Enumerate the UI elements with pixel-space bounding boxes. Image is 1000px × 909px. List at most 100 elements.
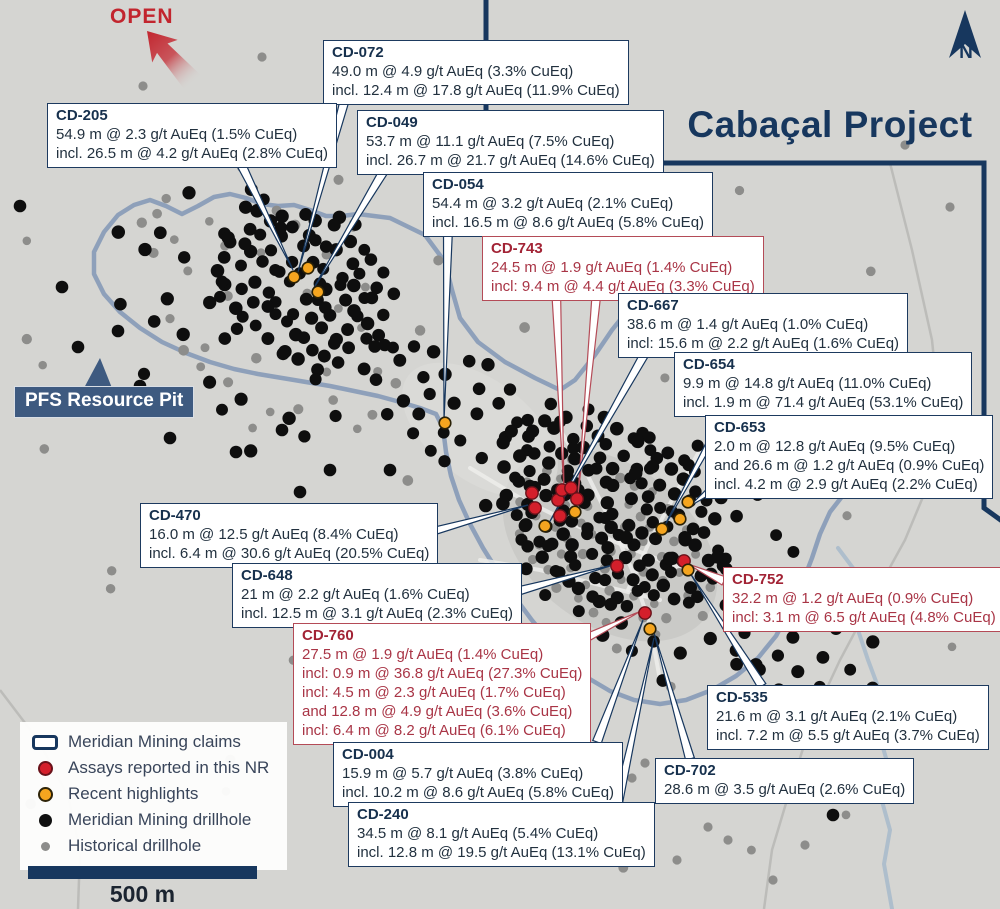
callout-assay-line: and 12.8 m @ 4.9 g/t AuEq (3.6% CuEq) (302, 703, 573, 720)
meridian-drillhole-dot (215, 275, 229, 288)
meridian-drillhole-dot (358, 243, 371, 256)
meridian-drillhole-dot (230, 322, 244, 335)
callout-assay-line: 9.9 m @ 14.8 g/t AuEq (11.0% CuEq) (683, 375, 932, 392)
callout-assay-line: 49.0 m @ 4.9 g/t AuEq (3.3% CuEq) (332, 63, 574, 80)
meridian-drillhole-dot (111, 324, 125, 338)
callout-assay-line: 28.6 m @ 3.5 g/t AuEq (2.6% CuEq) (664, 781, 906, 798)
decorations-layer (84, 10, 981, 388)
meridian-drillhole-dot (305, 311, 319, 325)
callout-title: CD-667 (627, 297, 679, 314)
meridian-drillhole-dot (423, 387, 436, 401)
callout-assay-line: 21.6 m @ 3.1 g/t AuEq (2.1% CuEq) (716, 708, 958, 725)
meridian-drillhole-dot (407, 340, 421, 353)
meridian-claims-boundary (483, 0, 1000, 523)
meridian-drillhole-dot (561, 464, 575, 477)
meridian-drillhole-dot (589, 571, 602, 585)
assay-reported-dot (553, 509, 567, 523)
meridian-drillhole-dot (291, 352, 305, 366)
meridian-drillhole-dot (569, 559, 582, 572)
callout-assay-line: 32.2 m @ 1.2 g/t AuEq (0.9% CuEq) (732, 590, 974, 607)
historical-drillhole-dot (390, 378, 402, 389)
pfs-resource-pit-label: PFS Resource Pit (14, 386, 195, 418)
meridian-drillhole-dot (688, 538, 702, 552)
assay-reported-dot (610, 559, 624, 573)
meridian-drillhole-dot (617, 449, 630, 463)
historical-drillhole-dot (105, 583, 116, 594)
meridian-drillhole-dot (315, 321, 329, 335)
meridian-drillhole-dot (438, 455, 451, 468)
meridian-drillhole-dot (504, 424, 518, 438)
meridian-drillhole-dot (13, 199, 27, 213)
meridian-drillhole-dot (695, 505, 708, 518)
meridian-drillhole-dot (622, 518, 636, 532)
historical-drillhole-dot (200, 343, 210, 353)
recent-highlight-dot (681, 563, 695, 577)
recent-highlight-dot (655, 522, 669, 536)
meridian-drillhole-dot (509, 471, 522, 484)
meridian-drillhole-dot (297, 331, 311, 345)
meridian-drillhole-dot (229, 301, 243, 315)
meridian-drillhole-dot (111, 225, 126, 239)
meridian-drillhole-dot (528, 447, 541, 460)
callout-title: CD-049 (366, 114, 418, 131)
meridian-drillhole-dot (571, 581, 586, 596)
historical-drillhole-dot (800, 840, 810, 850)
historical-drillhole-dot (165, 313, 175, 324)
meridian-drillhole-dot (771, 649, 785, 662)
meridian-drillhole-dot (360, 332, 373, 345)
meridian-drillhole-dot (238, 200, 253, 214)
claims-legend-icon (32, 734, 58, 750)
recent-highlight-dot (643, 622, 657, 636)
meridian-drillhole-dot (210, 264, 225, 278)
meridian-drillhole-dot (238, 237, 252, 251)
meridian-drillhole-dot (342, 341, 355, 355)
meridian-drillhole-dot (276, 347, 290, 361)
historical-drillhole-dot (138, 81, 148, 91)
meridian-drillhole-dot (826, 808, 840, 822)
terrain-patch (402, 362, 558, 498)
meridian-drillhole-dot (285, 255, 299, 269)
meridian-drillhole-dot (703, 631, 717, 646)
historical-drillhole-dot (746, 845, 756, 855)
callout-assay-line: 53.7 m @ 11.1 g/t AuEq (7.5% CuEq) (366, 133, 615, 150)
callout-title: CD-535 (716, 689, 768, 706)
meridian-drillhole-dot (437, 426, 450, 439)
meridian-drillhole-dot (682, 596, 695, 609)
drillhole-callout: CD-205 54.9 m @ 2.3 g/t AuEq (1.5% CuEq)… (47, 103, 338, 168)
meridian-drillhole-dot (329, 409, 342, 423)
meridian-drillhole-dot (138, 242, 152, 257)
callout-assay-line: 38.6 m @ 1.4 g/t AuEq (1.0% CuEq) (627, 316, 869, 333)
meridian-drillhole-dot (214, 290, 226, 303)
callout-assay-line: 15.9 m @ 5.7 g/t AuEq (3.8% CuEq) (342, 765, 584, 782)
meridian-drillhole-dot (261, 332, 275, 346)
meridian-drillhole-dot (553, 566, 566, 579)
legend: Meridian Mining claims Assays reported i… (20, 722, 287, 870)
callout-title: CD-654 (683, 356, 735, 373)
legend-item: Historical drillhole (32, 836, 279, 856)
meridian-drillhole-dot (645, 459, 660, 474)
meridian-drillhole-dot (327, 218, 341, 232)
meridian-drillhole-dot (481, 358, 495, 372)
meridian-drillhole-dot (269, 263, 282, 277)
meridian-drillhole-dot (599, 512, 612, 524)
callout-title: CD-470 (149, 507, 201, 524)
meridian-drillhole-dot (640, 503, 653, 516)
meridian-drillhole-dot (299, 208, 313, 221)
meridian-drillhole-dot (619, 530, 633, 545)
assay-reported-dot (525, 486, 539, 500)
historical-drillhole-dot (367, 409, 378, 420)
meridian-drillhole-dot (336, 271, 349, 285)
meridian-drillhole-dot (368, 340, 381, 353)
meridian-drillhole-dot (147, 315, 161, 328)
legend-item: Meridian Mining drillhole (32, 810, 279, 830)
assay-reported-dot (564, 481, 578, 495)
meridian-drillhole-dot (535, 550, 549, 564)
historical-drillhole-dot (703, 822, 713, 832)
callout-assay-line: incl. 26.5 m @ 4.2 g/t AuEq (2.8% CuEq) (56, 145, 329, 162)
historical-drillhole-dot (627, 773, 637, 783)
historical-drillhole-dot (352, 424, 362, 434)
meridian-drillhole-dot (523, 465, 536, 478)
meridian-drillhole-dot (470, 407, 484, 421)
callout-assay-line: 54.4 m @ 3.2 g/t AuEq (2.1% CuEq) (432, 195, 674, 212)
north-arrow-label: N (959, 42, 973, 63)
